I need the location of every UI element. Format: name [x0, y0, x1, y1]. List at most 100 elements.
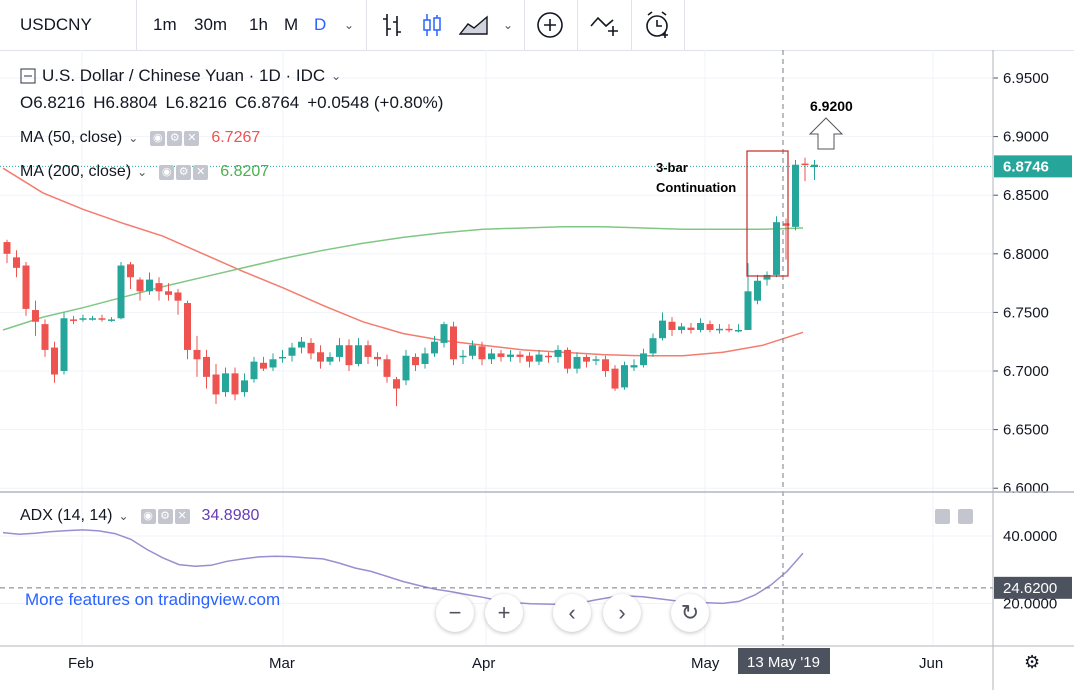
chart-canvas[interactable]: 6.9200 3-bar Continuation 6.8746 24.6200 13 M…	[0, 50, 1074, 690]
alert-icon[interactable]	[643, 0, 673, 50]
zoom-in-button[interactable]: +	[485, 594, 523, 632]
ma200-legend: MA (200, close) ⌄ ◉ ⚙ ✕ 6.8207	[20, 163, 269, 181]
compare-icon[interactable]	[589, 0, 621, 50]
candle-body	[203, 356, 210, 377]
ma200-label: MA (200, close)	[20, 163, 132, 180]
candle-body	[469, 345, 476, 356]
candle-body	[678, 326, 685, 330]
candle-body	[250, 361, 258, 380]
candle-style-icon[interactable]	[421, 0, 443, 50]
candle-body	[763, 274, 771, 280]
candle-body	[260, 362, 267, 369]
scroll-right-button[interactable]: ›	[603, 594, 641, 632]
pattern-label: 3-bar	[656, 160, 688, 175]
candle-body	[621, 365, 628, 388]
close-icon[interactable]: ✕	[193, 164, 209, 180]
add-indicator-icon[interactable]	[536, 0, 564, 50]
candle-body	[174, 292, 182, 301]
y-tick-label: 6.8000	[1003, 246, 1049, 263]
interval-30m[interactable]: 30m	[194, 15, 228, 34]
eye-icon[interactable]: ◉	[140, 508, 156, 524]
candle-body	[212, 374, 220, 395]
chevron-down-icon[interactable]: ⌄	[137, 165, 148, 179]
x-tick-label: Mar	[269, 655, 295, 672]
candle-body	[792, 164, 799, 227]
chevron-down-icon[interactable]: ⌄	[503, 18, 514, 32]
candle-body	[307, 342, 315, 354]
x-tick-label: May	[691, 655, 720, 672]
pattern-box	[746, 150, 789, 277]
indicator-controls: ◉ ⚙ ✕	[140, 508, 190, 524]
target-label: 6.9200	[810, 98, 853, 114]
candle-body	[716, 328, 723, 331]
candle-body	[564, 349, 571, 369]
candle-body	[659, 320, 666, 339]
candle-body	[497, 353, 505, 357]
close-icon[interactable]: ✕	[174, 508, 190, 524]
close-icon[interactable]: ✕	[184, 130, 200, 146]
candle-body	[526, 355, 533, 362]
candlestick-series	[3, 157, 818, 407]
symbol-search[interactable]: USDCNY	[20, 15, 92, 34]
candle-body	[687, 327, 695, 330]
ma50-legend: MA (50, close) ⌄ ◉ ⚙ ✕ 6.7267	[20, 129, 260, 147]
gear-icon[interactable]: ⚙	[167, 130, 183, 146]
eye-icon[interactable]: ◉	[150, 130, 166, 146]
chevron-down-icon[interactable]: ⌄	[128, 131, 139, 145]
last-price-label: 6.8746	[1003, 158, 1049, 175]
candle-body	[288, 347, 296, 356]
interval-1m[interactable]: 1m	[153, 15, 177, 34]
toolbar-divider	[631, 0, 632, 50]
candle-body	[383, 359, 391, 377]
top-toolbar: USDCNY 1m 30m 1h M D ⌄ ⌄	[0, 0, 1074, 51]
candle-body	[545, 355, 552, 358]
candle-body	[725, 328, 733, 331]
bar-style-icon[interactable]	[381, 0, 403, 50]
reset-chart-button[interactable]: ↻	[671, 594, 709, 632]
candle-body	[364, 345, 372, 357]
adx-series	[2, 529, 804, 606]
candle-body	[488, 353, 495, 360]
candle-body	[146, 279, 153, 292]
candle-body	[13, 257, 20, 268]
pane-down-icon	[958, 509, 973, 524]
chevron-down-icon[interactable]: ⌄	[331, 69, 342, 83]
interval-1h[interactable]: 1h	[249, 15, 268, 34]
eye-icon[interactable]: ◉	[159, 164, 175, 180]
chevron-down-icon[interactable]: ⌄	[344, 18, 355, 32]
candle-body	[155, 283, 163, 292]
symbol-legend: U.S. Dollar / Chinese Yuan · 1D · IDC ⌄	[20, 66, 341, 86]
gear-icon[interactable]: ⚙	[176, 164, 192, 180]
candle-body	[222, 373, 229, 393]
chevron-down-icon[interactable]: ⌄	[118, 509, 129, 523]
collapse-legend-icon[interactable]	[20, 68, 36, 84]
candle-body	[640, 353, 647, 366]
promo-link[interactable]: More features on tradingview.com	[25, 590, 281, 609]
toolbar-divider	[524, 0, 525, 50]
candle-body	[706, 324, 714, 330]
gear-icon: ⚙	[1024, 652, 1040, 672]
candle-body	[554, 349, 562, 357]
adx-legend: ADX (14, 14) ⌄ ◉ ⚙ ✕ 34.8980	[20, 507, 259, 525]
area-style-icon[interactable]	[459, 0, 489, 50]
interval-day[interactable]: D	[314, 15, 327, 34]
zoom-out-button[interactable]: −	[436, 594, 474, 632]
adx-label: ADX (14, 14)	[20, 507, 113, 524]
candle-body	[184, 303, 191, 350]
scroll-left-button[interactable]: ‹	[553, 594, 591, 632]
candle-body	[374, 356, 381, 360]
candle-body	[573, 356, 581, 369]
change-value: +0.0548 (+0.80%)	[307, 93, 444, 112]
toolbar-divider	[136, 0, 137, 50]
candle-body	[459, 355, 467, 358]
adx-value: 34.8980	[201, 507, 260, 524]
candle-body	[241, 380, 248, 393]
gear-icon[interactable]: ⚙	[157, 508, 173, 524]
chevron-left-icon: ‹	[568, 600, 576, 625]
candle-body	[440, 324, 448, 343]
interval-month[interactable]: M	[284, 15, 299, 34]
x-tick-label: Apr	[472, 655, 495, 672]
y-tick-label: 6.6500	[1003, 422, 1049, 439]
minus-icon: −	[448, 600, 462, 625]
candle-body	[668, 321, 676, 330]
